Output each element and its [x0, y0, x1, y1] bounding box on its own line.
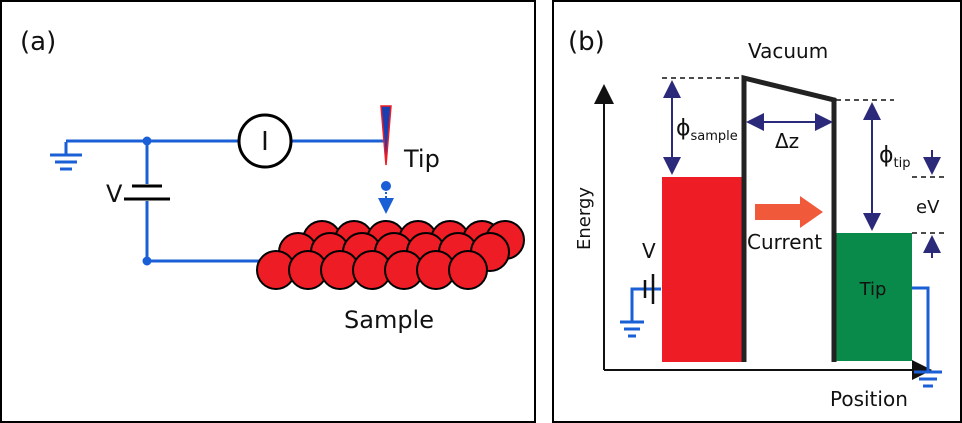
current-arrow-icon — [755, 196, 823, 228]
bias-voltage-label: V — [642, 239, 656, 263]
ammeter-icon: I — [237, 113, 293, 169]
tip-label: Tip — [403, 145, 440, 173]
tip-fermi-block — [834, 233, 912, 361]
ground-icon — [620, 320, 644, 338]
panel-a-label: (a) — [20, 27, 56, 57]
sample-fermi-block — [662, 177, 744, 362]
sample-atoms — [256, 220, 525, 290]
panel-b-label: (b) — [568, 27, 605, 57]
panel-a-frame — [0, 0, 536, 423]
current-label: Current — [747, 230, 822, 254]
ground-icon — [914, 370, 942, 388]
circuit-wires — [66, 136, 385, 266]
position-axis-label: Position — [830, 387, 908, 411]
reference-lines — [662, 77, 944, 234]
phi-sample-label: ϕsample — [676, 116, 738, 144]
panel-b-frame — [552, 0, 962, 423]
panel-b-energy-diagram: (b) Vacuum Energy Position Tip ϕsample — [552, 0, 962, 423]
stm-tip-icon — [378, 105, 394, 214]
circuit-diagram: (a) V I — [0, 0, 536, 423]
tip-block-label: Tip — [859, 279, 887, 300]
bias-circuit — [620, 274, 942, 388]
energy-diagram: (b) Vacuum Energy Position Tip ϕsample — [552, 0, 962, 423]
voltage-label: V — [106, 180, 123, 208]
tunnel-barrier — [741, 74, 837, 362]
bias-label: eV — [916, 197, 940, 218]
axes — [594, 84, 932, 380]
panel-a-circuit: (a) V I — [0, 0, 536, 423]
ammeter-symbol: I — [261, 127, 269, 157]
energy-axis-label: Energy — [574, 187, 595, 250]
ground-icon — [50, 142, 82, 171]
gap-label: Δz — [775, 129, 799, 153]
sample-label: Sample — [344, 306, 434, 334]
battery-icon — [124, 184, 170, 201]
atom — [448, 250, 488, 290]
phi-tip-label: ϕtip — [879, 143, 910, 171]
vacuum-label: Vacuum — [748, 39, 828, 63]
